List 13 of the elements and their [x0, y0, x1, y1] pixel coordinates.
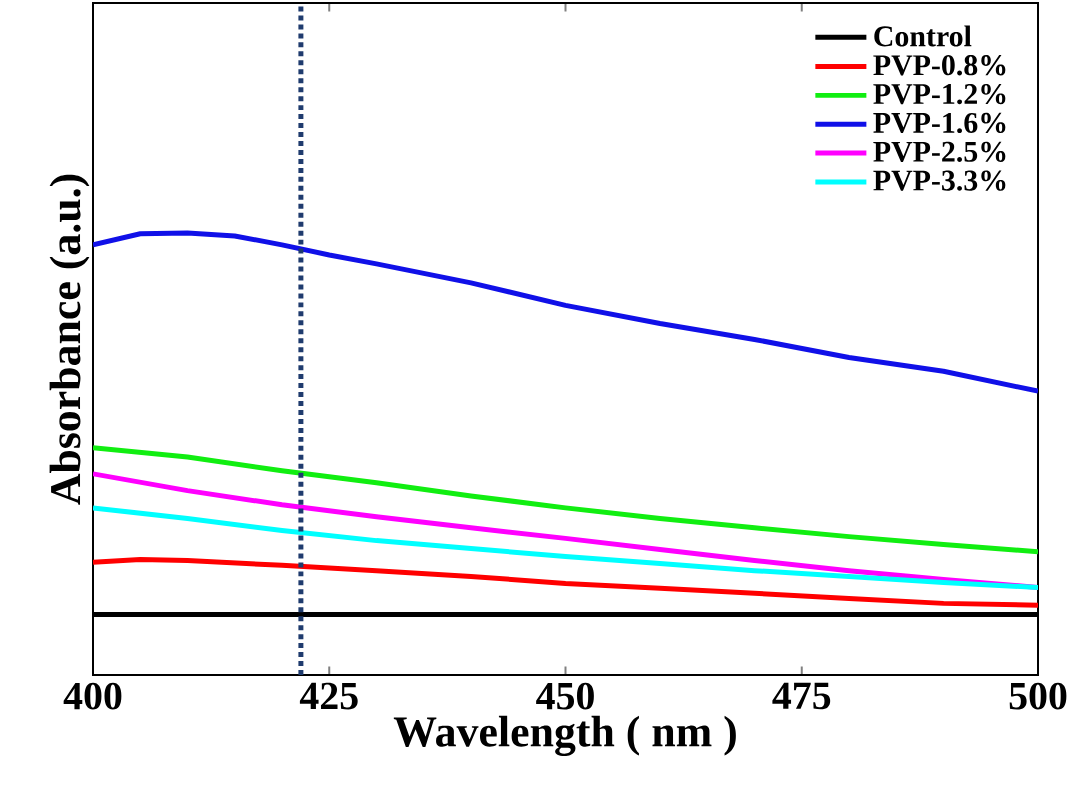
legend-label: Control: [874, 25, 972, 47]
y-axis-title: Absorbance (a.u.): [49, 174, 90, 505]
legend-label: PVP-1.2%: [873, 83, 1006, 105]
legend-label: PVP-0.8%: [873, 55, 1006, 76]
x-tick-label: 475: [772, 682, 831, 710]
x-tick-label: 425: [299, 682, 358, 710]
x-tick-label: 500: [1009, 682, 1067, 710]
legend-label: PVP-1.6%: [873, 112, 1006, 134]
x-tick-label: 450: [536, 682, 594, 710]
legend-label: PVP-3.3%: [873, 170, 1006, 191]
x-axis-title: Wavelength ( nm ): [393, 715, 736, 756]
legend-label: PVP-2.5%: [873, 141, 1006, 162]
x-tick-label: 400: [63, 682, 122, 710]
